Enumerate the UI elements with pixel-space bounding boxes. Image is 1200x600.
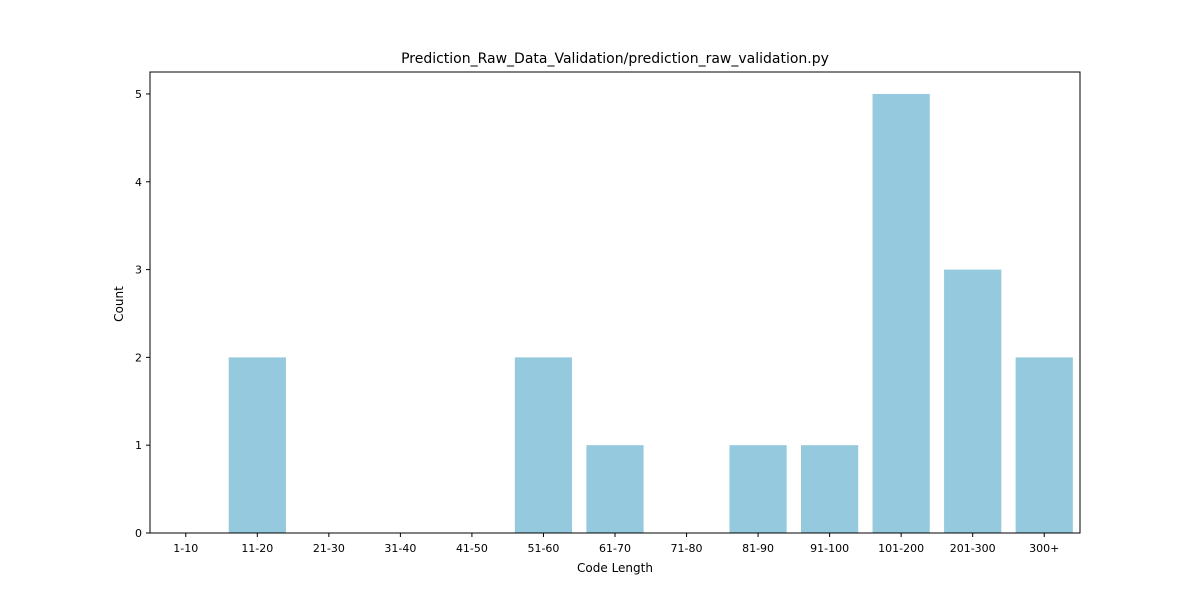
x-tick-label: 61-70 [599,542,631,555]
x-axis-ticks: 1-10 11-20 21-30 31-40 41-50 51-60 61-70 71-80 8… [173,533,1059,555]
x-tick-label: 81-90 [742,542,774,555]
x-tick-label: 21-30 [313,542,345,555]
x-tick-label: 91-100 [810,542,849,555]
y-tick-label: 3 [135,264,142,277]
y-axis-label: Count [112,286,126,322]
x-tick-label: 71-80 [671,542,703,555]
x-tick-label: 31-40 [384,542,416,555]
chart-title: Prediction_Raw_Data_Validation/predictio… [401,51,829,67]
bar-91-100 [801,445,859,533]
y-tick-label: 5 [135,88,142,101]
x-tick-label: 201-300 [950,542,996,555]
bars-group [228,93,1073,533]
bar-51-60 [514,357,573,533]
y-tick-label: 1 [135,439,142,452]
x-tick-label: 51-60 [527,542,559,555]
y-tick-label: 0 [135,527,142,540]
bar-61-70 [586,445,644,533]
bar-81-90 [729,445,787,533]
x-axis-label: Code Length [577,561,653,575]
y-tick-label: 2 [135,351,142,364]
bar-101-200 [872,93,930,533]
bar-11-20 [228,357,286,533]
x-tick-label: 1-10 [173,542,198,555]
x-tick-label: 300+ [1029,542,1059,555]
x-tick-label: 41-50 [456,542,488,555]
bar-300+ [1015,357,1073,533]
x-tick-label: 101-200 [878,542,924,555]
y-axis-ticks: 0 1 2 3 4 5 [135,88,150,540]
bar-201-300 [944,269,1002,533]
x-tick-label: 11-20 [241,542,273,555]
y-tick-label: 4 [135,176,142,189]
